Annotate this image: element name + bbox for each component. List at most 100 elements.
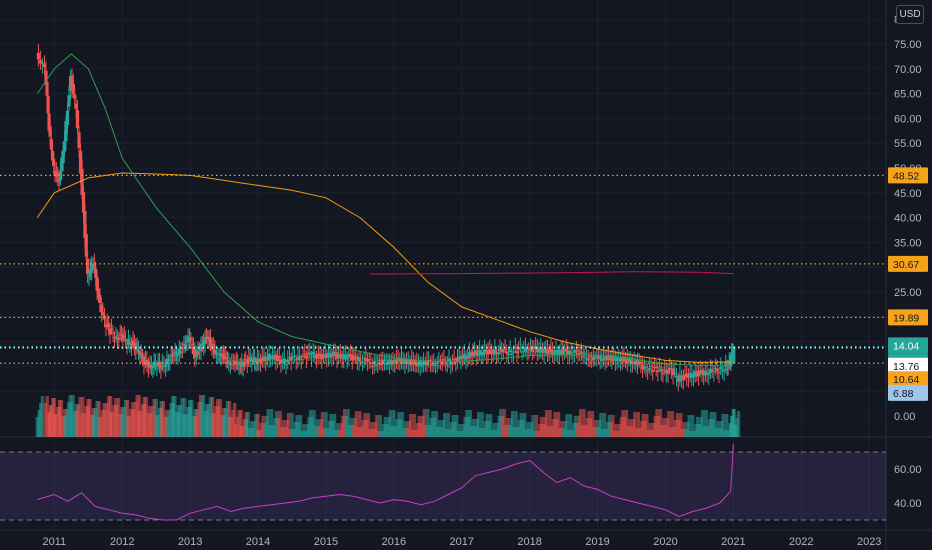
candle-body (311, 351, 315, 355)
candle-body (360, 361, 365, 363)
volume-bar (510, 411, 515, 437)
candle-body (301, 355, 305, 357)
volume-bar (658, 409, 663, 437)
candle-body (664, 371, 668, 373)
candle-body (303, 353, 307, 355)
candle-body (530, 347, 534, 353)
candle-body (364, 357, 368, 361)
price-tick-label: 0.00 (894, 411, 915, 423)
moving-average-line-2 (36, 172, 731, 363)
candle-body (240, 361, 244, 367)
candle-body (686, 373, 691, 378)
candle-body (581, 356, 585, 358)
volume-bar (290, 413, 294, 437)
candle-body (459, 356, 463, 360)
candle-body (393, 359, 397, 364)
candle-body (590, 360, 594, 362)
candle-body (129, 342, 134, 347)
candle-body (264, 356, 268, 362)
currency-label[interactable]: USD (896, 5, 924, 24)
candle-body (281, 361, 285, 363)
candle-body (315, 356, 319, 359)
volume-bar (713, 412, 717, 437)
candle-body (50, 151, 55, 161)
candle-body (486, 349, 490, 355)
candle-body (335, 352, 339, 359)
candle-body (615, 359, 619, 362)
candle-body (299, 359, 303, 361)
candle-body (554, 350, 558, 355)
candle-body (386, 360, 390, 362)
candle-body (338, 353, 342, 359)
candle-body (430, 363, 434, 366)
candle-body (45, 81, 49, 96)
candle-body (678, 375, 682, 382)
candle-body (578, 350, 582, 352)
candle-body (99, 304, 104, 313)
candle-body (382, 359, 387, 361)
candle-body (121, 334, 125, 340)
candle-body (152, 361, 156, 368)
volume-bar (286, 413, 291, 437)
candle-body (262, 356, 266, 361)
candle-body (510, 353, 514, 355)
candle-body (656, 370, 660, 373)
candle-body (379, 362, 383, 366)
candle-body (415, 362, 419, 367)
candle-body (296, 357, 300, 360)
candle-body (352, 354, 356, 356)
candle-body (177, 348, 181, 354)
candle-body (272, 355, 276, 357)
volume-bar (237, 410, 241, 437)
candle-body (369, 362, 373, 364)
price-tick-label: 25.00 (894, 287, 922, 299)
candle-body (435, 365, 439, 367)
candle-body (194, 353, 198, 357)
candle-body (612, 357, 616, 360)
candle-body (500, 348, 504, 353)
volume-bar (690, 415, 695, 437)
candle-body (124, 339, 128, 341)
candle-body (398, 357, 402, 362)
volume-bar (40, 396, 45, 437)
candle-body (88, 268, 92, 277)
candle-body (52, 158, 56, 166)
candle-body (545, 348, 550, 355)
candle-body (511, 351, 516, 353)
candle-body (377, 359, 382, 361)
candle-body (680, 377, 684, 380)
volume-bar (298, 415, 303, 437)
candle-body (354, 356, 358, 360)
candle-body (81, 192, 86, 213)
candle-body (57, 177, 61, 183)
candle-body (539, 347, 543, 353)
candle-body (274, 354, 278, 361)
time-tick-label: 2011 (42, 536, 66, 548)
candle-body (491, 353, 495, 355)
candle-body (522, 347, 526, 349)
time-tick-label: 2017 (450, 536, 474, 548)
candle-body (291, 356, 295, 358)
candle-body (275, 357, 280, 361)
time-tick-label: 2023 (857, 536, 881, 548)
level-badge-30: 30.67 (893, 259, 919, 271)
candle-body (617, 358, 621, 362)
candle-body (695, 373, 699, 375)
volume-bar (346, 409, 350, 437)
candle-body (77, 132, 81, 149)
volume-bar (232, 403, 237, 437)
candle-body (282, 358, 286, 363)
candle-body (528, 348, 533, 351)
level-badge-6-bg (888, 384, 928, 401)
volume-bar (278, 411, 282, 437)
candle-body (139, 353, 143, 357)
candle-body (552, 350, 556, 355)
candle-body (471, 351, 475, 357)
candle-body (258, 358, 263, 363)
candle-body (651, 370, 655, 372)
candle-body (95, 277, 99, 291)
current-price-badge: 14.04 (893, 340, 919, 352)
candle-body (135, 347, 139, 349)
candle-body (269, 356, 273, 358)
